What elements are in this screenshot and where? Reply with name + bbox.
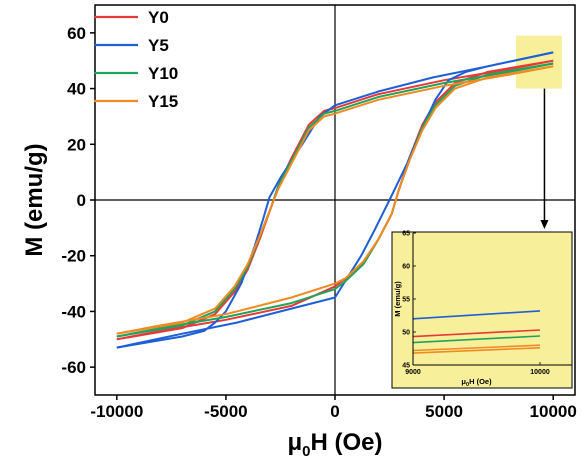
legend-label-y0: Y0 [148,8,169,27]
main-plot-area: -10000 -5000 0 5000 10000 -60 -40 -20 0 20 40 60 μ0H… [21,4,577,460]
inset-line-y5 [412,310,541,320]
inset-x-tick-label: 10000 [530,369,550,376]
y-tick-label: -60 [61,358,86,377]
y-tick-label: 20 [67,135,86,154]
y-tick-label: 40 [67,80,86,99]
inset-x-axis-title: μ0H (Oe) [461,377,492,388]
inset-line-y0 [412,329,541,338]
inset-line-y15 [412,344,541,352]
x-tick-label: 10000 [530,402,577,421]
annotation-arrowhead [540,220,549,229]
y-tick-label: -40 [61,302,86,321]
highlight-box [516,35,562,89]
annotation-arrow-group [540,88,549,229]
inset-y-tick-label: 65 [402,231,410,238]
x-axis-title: μ0H (Oe) [287,429,382,460]
legend-label-y10: Y10 [148,64,178,83]
inset-y-axis-title: M (emu/g) [393,281,402,317]
inset-y-tick-label: 45 [402,363,410,370]
inset-y-tick-label: 60 [402,264,410,271]
x-tick-label: 5000 [425,402,463,421]
y-axis-title: M (emu/g) [21,143,48,256]
inset-y-tick-label: 50 [402,330,410,337]
inset-plot: 45 50 55 60 65 9000 10000 μ0H (Oe) M (emu/g) [391,231,573,389]
y-tick-label: -20 [61,247,86,266]
series-y15-upper-branch [116,65,554,335]
inset-x-tick-label: 9000 [405,369,421,376]
series-y5-lower-branch [116,51,554,349]
inset-background [391,231,573,389]
x-tick-label: 0 [330,402,339,421]
inset-line-y15 [412,347,541,354]
inset-line-y10 [412,335,541,344]
x-tick-label: -5000 [204,402,247,421]
y-tick-label: 60 [67,24,86,43]
series-y5-upper-branch [116,51,554,349]
x-tick-label: -10000 [90,402,143,421]
series-y10-upper-branch [116,62,554,338]
series-y15-lower-branch [116,65,554,335]
legend-label-y5: Y5 [148,36,169,55]
legend: Y0 Y5 Y10 Y15 [94,8,178,111]
inset-y-tick-label: 55 [402,297,410,304]
legend-label-y15: Y15 [148,92,178,111]
y-tick-label: 0 [77,191,86,210]
